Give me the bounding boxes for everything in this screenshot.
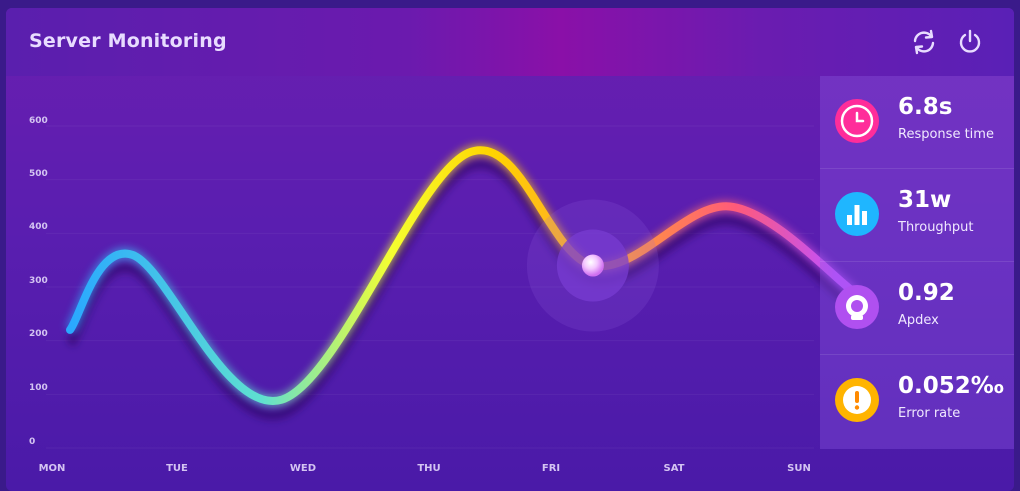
y-tick-label: 200 <box>29 329 48 339</box>
stat-label: Throughput <box>898 220 974 235</box>
highlight-marker <box>526 199 659 332</box>
stat-label: Error rate <box>898 406 961 421</box>
monitoring-panel: Server Monitoring 600 500 400 300 200 10… <box>6 8 1014 491</box>
stat-error-rate: 0.052‰ Error rate <box>820 355 1014 447</box>
x-tick-label: TUE <box>166 463 188 474</box>
stat-throughput: 31w Throughput <box>820 169 1014 262</box>
clock-icon <box>835 99 879 143</box>
stat-label: Response time <box>898 127 994 142</box>
stats-sidebar: 6.8s Response time 31w Throughput 0.92 A… <box>820 76 1014 449</box>
bar-chart-icon <box>835 192 879 236</box>
series-shadow <box>65 159 858 420</box>
y-tick-label: 100 <box>29 383 48 393</box>
y-tick-label: 300 <box>29 276 48 286</box>
series-glow <box>64 144 858 407</box>
stat-value: 0.92 <box>898 280 955 306</box>
gauge-icon <box>835 285 879 329</box>
stat-value: 6.8s <box>898 94 953 120</box>
x-tick-label: SAT <box>663 463 685 474</box>
stat-value: 0.052‰ <box>898 373 1004 399</box>
x-tick-label: SUN <box>787 463 811 474</box>
stat-value: 31w <box>898 187 952 213</box>
x-tick-label: THU <box>417 463 441 474</box>
stat-apdex: 0.92 Apdex <box>820 262 1014 355</box>
power-button[interactable] <box>954 26 986 58</box>
refresh-button[interactable] <box>908 26 940 58</box>
alert-icon <box>835 378 879 422</box>
power-icon <box>959 29 981 53</box>
stat-response-time: 6.8s Response time <box>820 76 1014 169</box>
data-point-fri[interactable] <box>581 254 604 277</box>
x-tick-label: MON <box>38 463 66 474</box>
y-tick-label: 500 <box>29 169 48 179</box>
stat-label: Apdex <box>898 313 939 328</box>
y-tick-label: 0 <box>29 437 36 447</box>
series-line-path <box>66 146 859 405</box>
refresh-icon <box>913 29 935 55</box>
series-line <box>64 144 859 420</box>
x-tick-label: WED <box>289 463 317 474</box>
page-title: Server Monitoring <box>29 30 227 52</box>
y-tick-label: 400 <box>29 222 48 232</box>
line-chart <box>46 125 859 449</box>
y-tick-label: 600 <box>29 116 48 126</box>
header-bar: Server Monitoring <box>6 8 1014 76</box>
x-tick-label: FRI <box>541 463 561 474</box>
